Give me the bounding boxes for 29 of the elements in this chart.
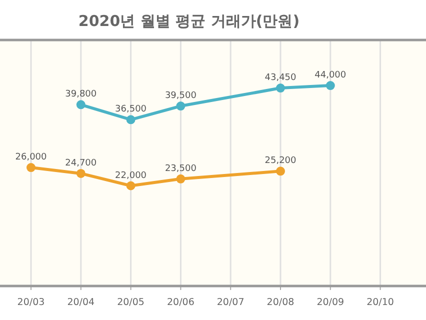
x-tick-label: 20/07 <box>216 297 244 308</box>
point <box>76 100 86 110</box>
x-tick-label: 20/04 <box>67 297 95 308</box>
data-label: 43,450 <box>264 73 297 84</box>
data-label: 39,800 <box>65 90 97 100</box>
point <box>126 115 136 124</box>
x-tick-label: 20/06 <box>167 297 194 308</box>
data-label: 22,000 <box>115 170 147 181</box>
x-tick-label: 20/09 <box>316 297 344 308</box>
chart-title: 2020년 월별 평균 거래가(만원) <box>78 12 300 30</box>
x-tick-label: 20/03 <box>17 297 45 308</box>
data-label: 24,700 <box>65 158 97 168</box>
point <box>176 102 186 111</box>
point <box>276 166 285 176</box>
point <box>76 168 86 178</box>
point <box>126 181 136 190</box>
x-tick-label: 20/08 <box>266 297 294 308</box>
x-tick-label: 20/10 <box>366 297 394 308</box>
data-label: 36,500 <box>115 104 147 115</box>
data-label: 23,500 <box>164 164 197 174</box>
data-label: 26,000 <box>15 152 48 163</box>
point <box>26 163 36 172</box>
point <box>326 81 335 90</box>
point <box>276 84 285 93</box>
x-tick-label: 20/05 <box>117 297 144 308</box>
data-label: 44,000 <box>314 70 346 81</box>
data-label: 39,500 <box>164 91 197 102</box>
point <box>176 174 186 184</box>
data-label: 25,200 <box>264 156 297 166</box>
